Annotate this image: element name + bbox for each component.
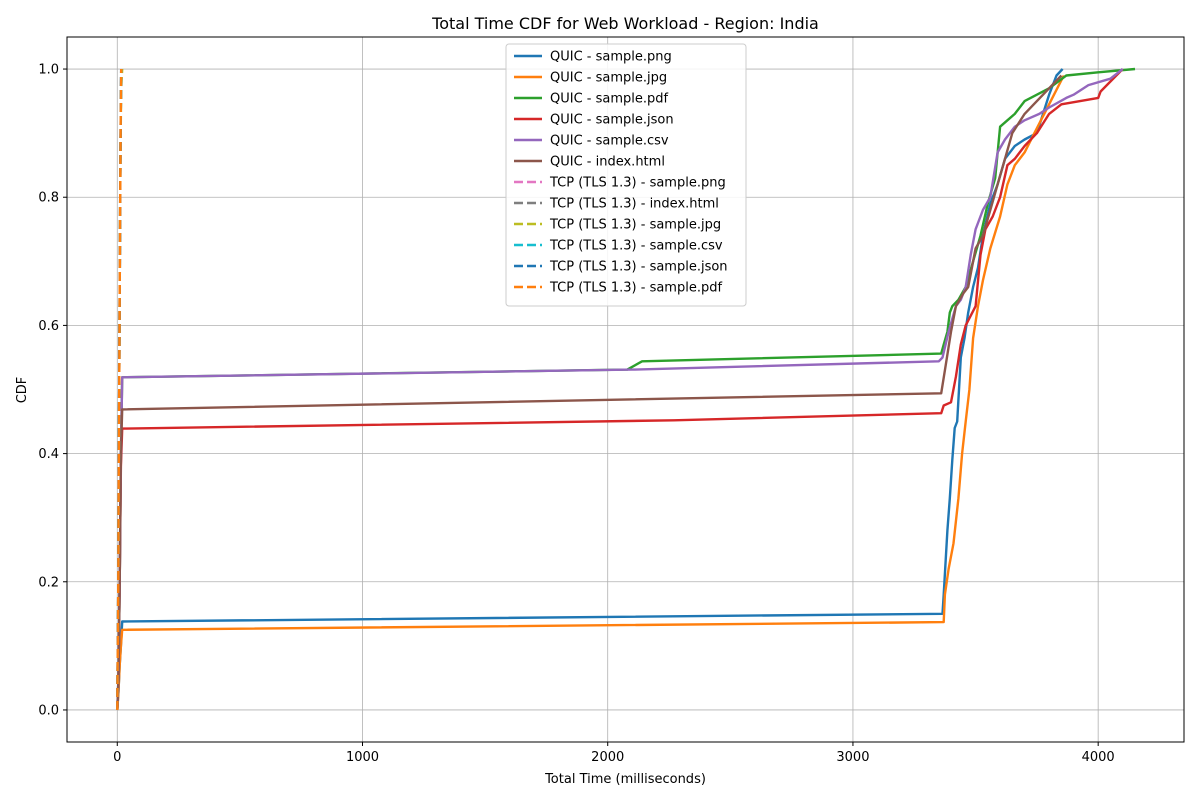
- legend-label: QUIC - sample.csv: [550, 134, 669, 149]
- x-axis-label: Total Time (milliseconds): [544, 772, 706, 787]
- y-tick-label: 0.2: [38, 575, 59, 590]
- legend-label: TCP (TLS 1.3) - sample.json: [549, 260, 728, 275]
- axis-ticks: 0 1000 2000 3000 4000 0.0 0.2 0.4 0.6 0.8 1.0: [38, 63, 1114, 765]
- series-line-6: [116, 74, 1063, 711]
- legend-label: QUIC - sample.png: [550, 50, 672, 65]
- chart-title: Total Time CDF for Web Workload - Region…: [431, 14, 819, 33]
- legend-label: QUIC - sample.pdf: [550, 92, 669, 107]
- plot-frame: [66, 36, 1185, 743]
- y-tick-label: 0.8: [38, 191, 59, 206]
- legend-label: TCP (TLS 1.3) - sample.png: [549, 176, 726, 191]
- x-tick-label: 2000: [591, 750, 624, 765]
- y-tick-label: 0.4: [38, 447, 59, 462]
- legend-label: TCP (TLS 1.3) - sample.jpg: [549, 218, 721, 233]
- legend-label: QUIC - sample.jpg: [550, 71, 667, 86]
- legend-label: QUIC - sample.json: [550, 113, 674, 128]
- x-tick-label: 4000: [1082, 750, 1115, 765]
- x-tick-label: 3000: [836, 750, 869, 765]
- series-lines: [116, 67, 1136, 711]
- legend-label: TCP (TLS 1.3) - sample.pdf: [549, 281, 722, 296]
- x-tick-label: 0: [113, 750, 121, 765]
- y-tick-label: 0.6: [38, 319, 59, 334]
- series-line-4: [116, 68, 1124, 711]
- legend-label: TCP (TLS 1.3) - index.html: [549, 197, 719, 212]
- series-line-5: [116, 68, 1124, 711]
- x-tick-label: 1000: [346, 750, 379, 765]
- y-tick-label: 1.0: [38, 63, 59, 78]
- legend-label: TCP (TLS 1.3) - sample.csv: [549, 239, 723, 254]
- y-axis-label: CDF: [15, 377, 30, 404]
- legend-box: [505, 43, 747, 307]
- series-line-2: [116, 74, 1065, 711]
- legend: QUIC - sample.png QUIC - sample.jpg QUIC -…: [505, 43, 747, 307]
- y-tick-label: 0.0: [38, 703, 59, 718]
- series-line-1: [116, 68, 1064, 711]
- series-line-12: [116, 68, 123, 711]
- legend-label: QUIC - index.html: [550, 155, 665, 170]
